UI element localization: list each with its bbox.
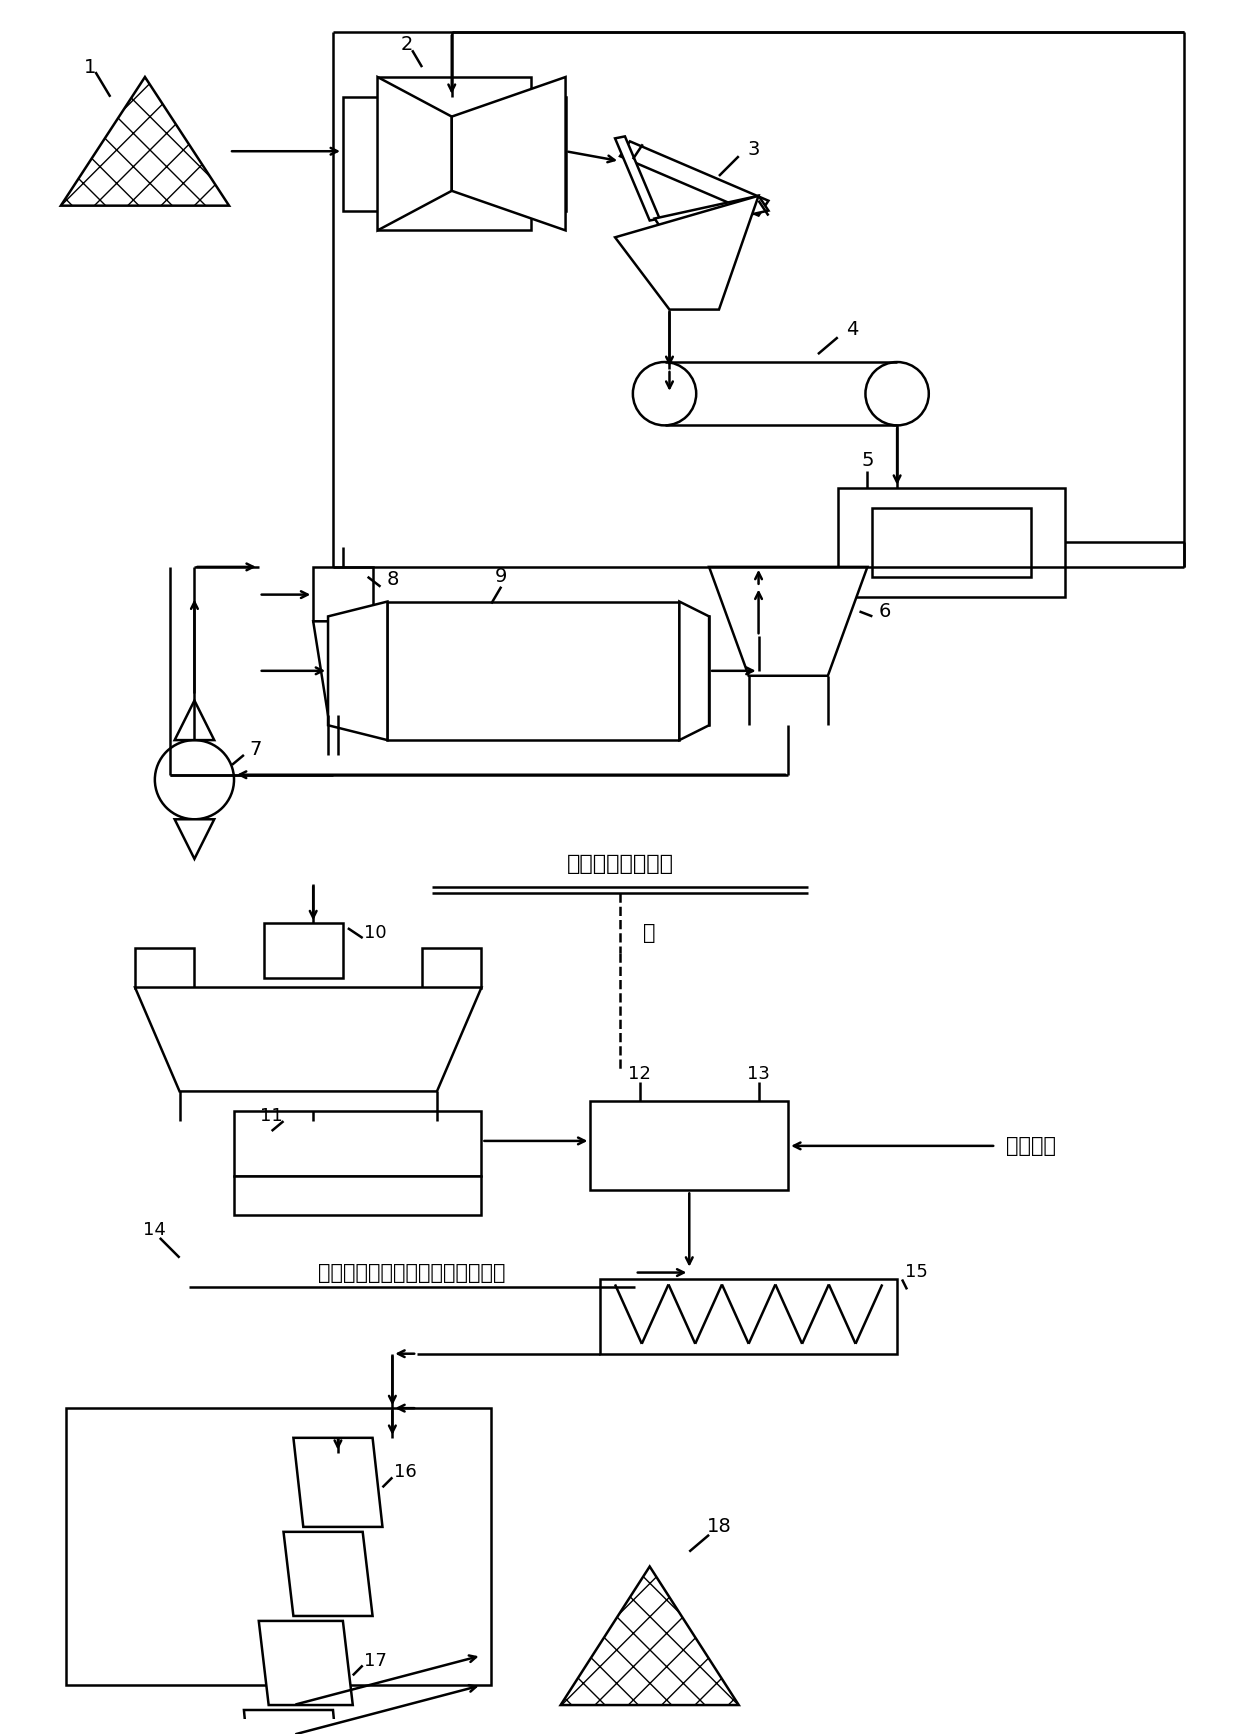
Bar [314,567,372,621]
Text: 5: 5 [861,451,874,470]
Text: 13: 13 [748,1065,770,1082]
Polygon shape [284,1531,372,1616]
Text: 12: 12 [629,1065,651,1082]
Bar [66,1408,491,1685]
Polygon shape [61,76,229,206]
Text: 18: 18 [707,1517,732,1536]
Bar [590,1101,789,1191]
Bar [234,1176,481,1216]
Circle shape [632,362,696,425]
Bar [343,97,377,210]
Text: 16: 16 [394,1463,417,1481]
Bar [387,602,680,740]
Polygon shape [294,1437,382,1528]
Polygon shape [314,621,372,716]
Polygon shape [175,818,215,858]
Text: 6: 6 [879,602,892,621]
Bar [264,922,343,978]
Polygon shape [175,701,215,740]
Text: 3: 3 [748,140,760,160]
Bar [357,616,387,725]
Bar [873,508,1030,577]
Polygon shape [560,1566,739,1705]
Circle shape [866,362,929,425]
Circle shape [155,740,234,818]
Polygon shape [620,142,769,215]
Bar [600,1280,897,1354]
Bar [838,487,1065,596]
Polygon shape [451,76,565,231]
Bar [680,616,709,725]
Text: 17: 17 [365,1651,387,1670]
Text: 添加剂（还原剂、氯化剂、助剂）: 添加剂（还原剂、氯化剂、助剂） [319,1262,506,1283]
Text: 15: 15 [905,1262,929,1281]
Text: 10: 10 [365,924,387,942]
Polygon shape [655,196,769,234]
Text: 11: 11 [260,1108,283,1125]
Text: 7: 7 [249,740,262,759]
Text: 1: 1 [84,57,97,76]
Text: 14: 14 [144,1221,166,1240]
Bar [531,97,565,210]
Polygon shape [135,988,481,1091]
Text: 去第一段磨矿分级: 去第一段磨矿分级 [567,853,673,874]
Polygon shape [709,567,868,676]
Text: 4: 4 [847,319,859,338]
Bar [422,948,481,988]
Polygon shape [615,137,660,220]
Polygon shape [244,1710,341,1734]
Bar [234,1111,481,1176]
Text: 高温气体: 高温气体 [1006,1136,1056,1157]
Polygon shape [680,602,709,740]
Bar [135,948,195,988]
Text: 2: 2 [401,35,413,54]
Bar [377,76,531,231]
Text: 水: 水 [644,922,656,943]
Text: 8: 8 [386,570,398,590]
Polygon shape [615,196,759,310]
Text: 9: 9 [495,567,507,586]
Polygon shape [329,602,387,740]
Polygon shape [377,76,451,231]
Polygon shape [259,1621,353,1705]
